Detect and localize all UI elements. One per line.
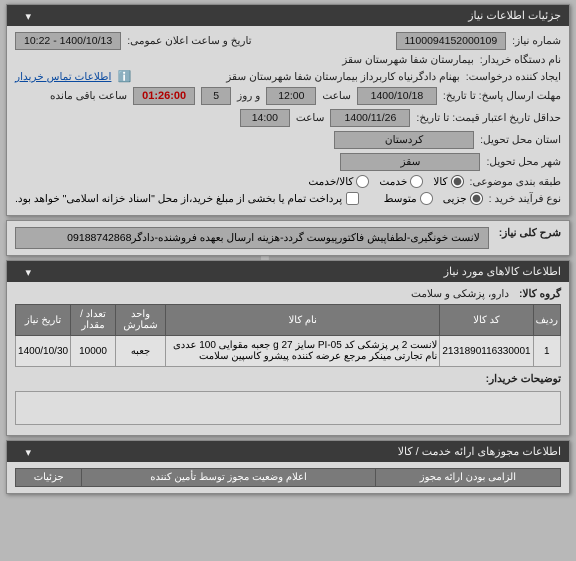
days-and-label: و روز xyxy=(237,90,260,102)
category-opt-2[interactable]: خدمت xyxy=(379,175,423,188)
group-value: دارو، پزشکی و سلامت xyxy=(411,288,509,300)
validity-label: حداقل تاریخ اعتبار قیمت: تا تاریخ: xyxy=(416,112,561,124)
deadline-time: 12:00 xyxy=(266,87,316,105)
permits-col-1: الزامی بودن ارائه مجوز xyxy=(375,469,560,487)
goods-info-header: اطلاعات کالاهای مورد نیاز ▾ xyxy=(7,261,569,282)
province-value: کردستان xyxy=(334,131,474,149)
contact-link[interactable]: اطلاعات تماس خریدار xyxy=(15,71,111,83)
days-value: 5 xyxy=(201,87,231,105)
col-date: تاریخ نیاز xyxy=(16,305,71,336)
goods-info-panel: اطلاعات کالاهای مورد نیاز ▾ گروه کالا: د… xyxy=(6,260,570,436)
treasury-checkbox-row: پرداخت تمام یا بخشی از مبلغ خرید،از محل … xyxy=(15,192,359,205)
purchase-radio-1[interactable] xyxy=(470,192,483,205)
remain-label: ساعت باقی مانده xyxy=(50,90,127,102)
validity-time: 14:00 xyxy=(240,109,290,127)
validity-date: 1400/11/26 xyxy=(330,109,410,127)
purchase-radio-group: جزیی متوسط xyxy=(384,192,483,205)
collapse-icon-2[interactable]: ▾ xyxy=(15,266,31,278)
time-label-1: ساعت xyxy=(322,90,351,102)
col-qty: تعداد / مقدار xyxy=(71,305,116,336)
purchase-label: نوع فرآیند خرید : xyxy=(489,193,561,205)
goods-table-row[interactable]: 1 2131890116330001 لانست 2 پر پزشکی کد P… xyxy=(16,336,561,367)
countdown-value: 01:26:00 xyxy=(133,87,195,105)
permits-panel: اطلاعات مجوزهای ارائه خدمت / کالا ▾ الزا… xyxy=(6,440,570,494)
cell-code: 2131890116330001 xyxy=(440,336,533,367)
permits-header: اطلاعات مجوزهای ارائه خدمت / کالا ▾ xyxy=(7,441,569,462)
need-no-value: 1100094152000109 xyxy=(396,32,507,50)
device-label: نام دستگاه خریدار: xyxy=(480,54,561,66)
notes-label: توضیحات خریدار: xyxy=(486,373,561,385)
group-label: گروه کالا: xyxy=(519,288,561,300)
collapse-icon-3[interactable]: ▾ xyxy=(15,446,31,458)
time-label-2: ساعت xyxy=(296,112,325,124)
purchase-opt-2[interactable]: متوسط xyxy=(384,192,433,205)
permits-header-row: الزامی بودن ارائه مجوز اعلام وضعیت مجوز … xyxy=(16,469,561,487)
summary-text: لانست خونگیری-لطفاپیش فاکتورپیوست گردد-ه… xyxy=(15,227,489,249)
permits-table: الزامی بودن ارائه مجوز اعلام وضعیت مجوز … xyxy=(15,468,561,487)
category-radio-group: کالا خدمت کالا/خدمت xyxy=(308,175,463,188)
city-label: شهر محل تحویل: xyxy=(486,156,561,168)
category-opt-1[interactable]: کالا xyxy=(433,175,463,188)
need-details-panel: جزئیات اطلاعات نیاز ▾ شماره نیاز: 110009… xyxy=(6,4,570,216)
public-date-label: تاریخ و ساعت اعلان عمومی: xyxy=(127,35,251,47)
cell-qty: 10000 xyxy=(71,336,116,367)
collapse-icon[interactable]: ▾ xyxy=(15,10,31,22)
requester-value: بهنام دادگرنیاه کاربرداز بیمارستان شفا ش… xyxy=(226,71,459,83)
permits-col-3: جزئیات xyxy=(16,469,82,487)
buyer-notes-textarea[interactable] xyxy=(15,391,561,425)
category-label: طبقه بندی موضوعی: xyxy=(470,176,561,188)
need-details-title: جزئیات اطلاعات نیاز xyxy=(468,9,561,22)
city-value: سقز xyxy=(340,153,480,171)
cell-name: لانست 2 پر پزشکی کد PI-05 سایز 27 g جعبه… xyxy=(166,336,440,367)
category-radio-2[interactable] xyxy=(410,175,423,188)
need-summary-panel: شرح کلی نیاز: لانست خونگیری-لطفاپیش فاکت… xyxy=(6,220,570,256)
treasury-checkbox[interactable] xyxy=(346,192,359,205)
public-date-value: 1400/10/13 - 10:22 xyxy=(15,32,121,50)
deadline-label: مهلت ارسال پاسخ: تا تاریخ: xyxy=(443,90,561,102)
purchase-opt-1[interactable]: جزیی xyxy=(443,192,483,205)
category-radio-3[interactable] xyxy=(356,175,369,188)
province-label: استان محل تحویل: xyxy=(480,134,561,146)
col-name: نام کالا xyxy=(166,305,440,336)
goods-table-header-row: ردیف کد کالا نام کالا واحد شمارش تعداد /… xyxy=(16,305,561,336)
purchase-radio-2[interactable] xyxy=(420,192,433,205)
treasury-checkbox-label: پرداخت تمام یا بخشی از مبلغ خرید،از محل … xyxy=(15,193,342,205)
deadline-date: 1400/10/18 xyxy=(357,87,437,105)
goods-table: ردیف کد کالا نام کالا واحد شمارش تعداد /… xyxy=(15,304,561,367)
need-details-header: جزئیات اطلاعات نیاز ▾ xyxy=(7,5,569,26)
category-opt-3[interactable]: کالا/خدمت xyxy=(308,175,369,188)
col-row: ردیف xyxy=(533,305,560,336)
device-value: بیمارستان شفا شهرستان سقز xyxy=(342,54,474,66)
permits-col-2: اعلام وضعیت مجوز توسط تأمین کننده xyxy=(82,469,375,487)
info-icon: ℹ️ xyxy=(117,70,131,83)
cell-unit: جعبه xyxy=(115,336,165,367)
summary-label: شرح کلی نیاز: xyxy=(499,227,561,239)
col-code: کد کالا xyxy=(440,305,533,336)
goods-info-title: اطلاعات کالاهای مورد نیاز xyxy=(444,265,561,278)
col-unit: واحد شمارش xyxy=(115,305,165,336)
cell-date: 1400/10/30 xyxy=(16,336,71,367)
category-radio-1[interactable] xyxy=(451,175,464,188)
permits-title: اطلاعات مجوزهای ارائه خدمت / کالا xyxy=(398,445,561,458)
cell-row: 1 xyxy=(533,336,560,367)
requester-label: ایجاد کننده درخواست: xyxy=(466,71,561,83)
need-no-label: شماره نیاز: xyxy=(512,35,561,47)
